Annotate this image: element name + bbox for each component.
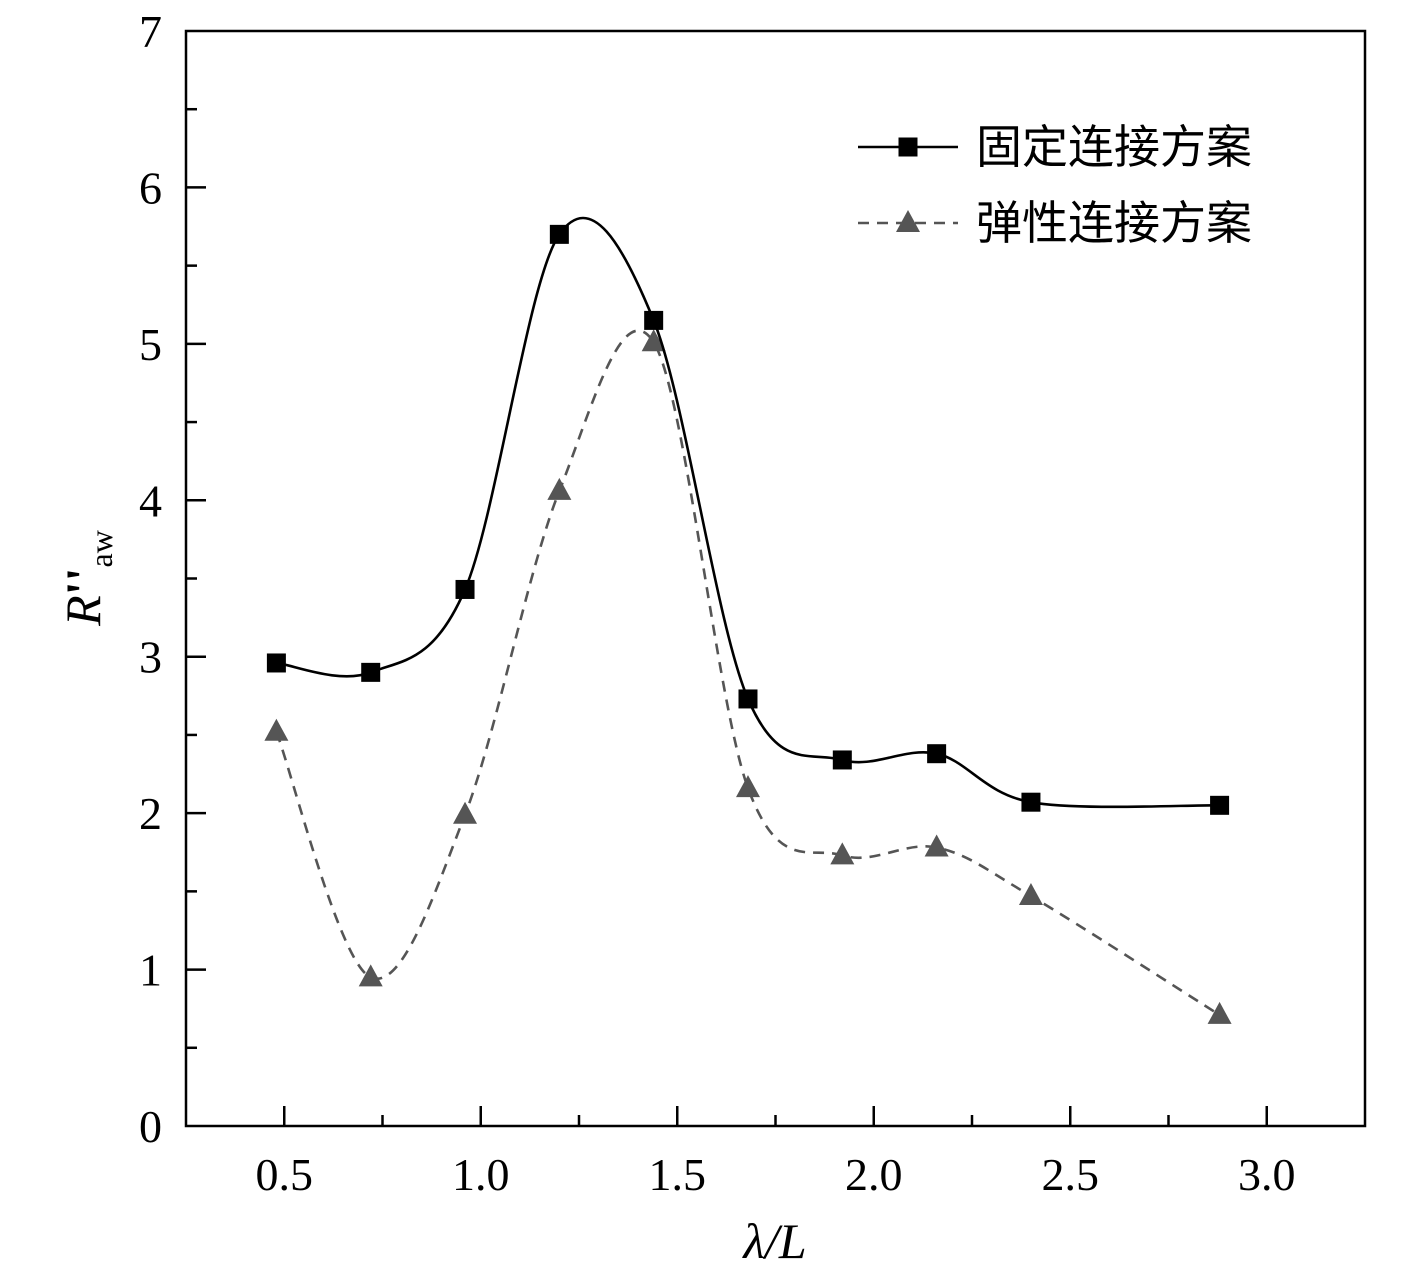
x-tick-label: 2.5 — [1042, 1149, 1100, 1200]
series-1-point — [832, 750, 852, 770]
series-2-point — [735, 775, 760, 798]
x-axis-title-italic: L — [778, 1213, 807, 1269]
series-2-point — [358, 964, 383, 987]
y-tick-label: 1 — [139, 945, 162, 996]
y-axis-title-sub: aw — [83, 530, 119, 567]
legend-marker — [896, 210, 920, 232]
y-tick-label: 6 — [139, 162, 162, 213]
y-axis-title: R''aw — [55, 530, 119, 627]
x-tick-label: 1.0 — [452, 1149, 510, 1200]
legend-label: 固定连接方案 — [976, 120, 1252, 174]
series-1-point — [1210, 795, 1230, 815]
y-axis-title-prime: '' — [55, 567, 111, 595]
x-tick-label: 2.0 — [845, 1149, 903, 1200]
series-2-point — [924, 834, 949, 857]
series-1-line — [276, 216, 1220, 809]
x-axis-title-main: λ/ — [741, 1213, 783, 1269]
series-2-point — [547, 477, 572, 500]
y-axis-title-main: R — [55, 595, 111, 627]
series-2-point — [264, 718, 289, 741]
legend-label: 弹性连接方案 — [976, 196, 1252, 250]
series-1-point — [644, 310, 664, 330]
series-1-point — [266, 653, 286, 673]
series-1-point — [455, 579, 475, 599]
series-2 — [264, 329, 1232, 1024]
series-1-point — [361, 662, 381, 682]
ticks-layer — [186, 107, 1268, 1126]
x-tick-label: 3.0 — [1238, 1149, 1296, 1200]
x-tick-label: 1.5 — [649, 1149, 707, 1200]
labels-layer: 0.5 1.0 1.5 2.0 2.5 3.0 0 1 2 3 4 5 6 7 — [139, 6, 1296, 1200]
series-1-point — [549, 224, 569, 244]
series-2-point — [641, 329, 666, 352]
series-1-point — [927, 744, 947, 764]
series-1 — [266, 216, 1230, 815]
y-tick-label: 3 — [139, 632, 162, 683]
series-2-point — [1207, 1001, 1232, 1024]
x-tick-label: 0.5 — [256, 1149, 314, 1200]
legend-marker — [898, 137, 918, 157]
series-1-point — [1021, 792, 1041, 812]
y-tick-label: 2 — [139, 788, 162, 839]
series-2-point — [1018, 883, 1043, 906]
series-1-point — [738, 689, 758, 709]
y-tick-label: 7 — [139, 6, 162, 57]
series-2-point — [453, 801, 478, 824]
y-tick-label: 4 — [139, 475, 162, 526]
x-axis-title: λ/L — [741, 1213, 806, 1269]
series-2-point — [830, 842, 855, 865]
series-layer — [264, 216, 1232, 1024]
y-tick-label: 0 — [139, 1101, 162, 1152]
y-tick-label: 5 — [139, 319, 162, 370]
